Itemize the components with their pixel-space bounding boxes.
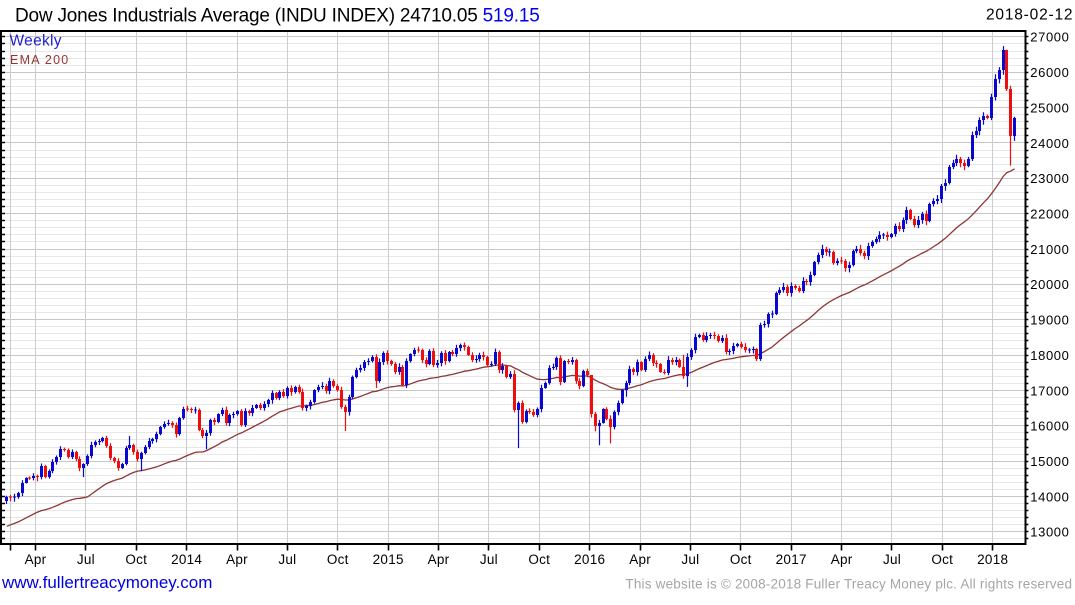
svg-text:2014: 2014 xyxy=(171,552,202,567)
svg-text:Jul: Jul xyxy=(278,552,296,567)
svg-text:Oct: Oct xyxy=(528,552,550,567)
svg-text:2018-02-12: 2018-02-12 xyxy=(986,7,1073,24)
svg-text:22000: 22000 xyxy=(1030,207,1069,222)
svg-text:Oct: Oct xyxy=(327,552,349,567)
svg-text:2018: 2018 xyxy=(977,552,1008,567)
svg-text:www.fullertreacymoney.com: www.fullertreacymoney.com xyxy=(1,573,212,592)
svg-text:19000: 19000 xyxy=(1030,313,1069,328)
svg-text:2015: 2015 xyxy=(373,552,404,567)
svg-text:18000: 18000 xyxy=(1030,348,1069,363)
svg-text:Dow Jones Industrials Average: Dow Jones Industrials Average (INDU INDE… xyxy=(15,6,540,27)
svg-text:This website is © 2008-2018 Fu: This website is © 2008-2018 Fuller Treac… xyxy=(625,577,1072,592)
svg-text:25000: 25000 xyxy=(1030,100,1069,115)
svg-text:16000: 16000 xyxy=(1030,419,1069,434)
svg-text:Jul: Jul xyxy=(480,552,498,567)
svg-text:15000: 15000 xyxy=(1030,454,1069,469)
svg-text:24000: 24000 xyxy=(1030,136,1069,151)
svg-text:Jul: Jul xyxy=(77,552,95,567)
svg-text:Apr: Apr xyxy=(629,552,651,567)
svg-text:Apr: Apr xyxy=(428,552,450,567)
svg-text:27000: 27000 xyxy=(1030,30,1069,45)
svg-text:20000: 20000 xyxy=(1030,277,1069,292)
svg-text:EMA 200: EMA 200 xyxy=(10,53,69,67)
svg-text:Apr: Apr xyxy=(226,552,248,567)
svg-text:Weekly: Weekly xyxy=(10,33,62,50)
svg-text:Oct: Oct xyxy=(125,552,147,567)
svg-text:Oct: Oct xyxy=(730,552,752,567)
svg-text:Apr: Apr xyxy=(831,552,853,567)
svg-text:26000: 26000 xyxy=(1030,65,1069,80)
svg-text:Jul: Jul xyxy=(883,552,901,567)
svg-text:13000: 13000 xyxy=(1030,525,1069,540)
svg-text:2016: 2016 xyxy=(574,552,605,567)
svg-text:14000: 14000 xyxy=(1030,489,1069,504)
svg-text:23000: 23000 xyxy=(1030,171,1069,186)
svg-text:21000: 21000 xyxy=(1030,242,1069,257)
svg-text:Oct: Oct xyxy=(931,552,953,567)
svg-text:17000: 17000 xyxy=(1030,383,1069,398)
svg-text:Jul: Jul xyxy=(681,552,699,567)
svg-text:2017: 2017 xyxy=(776,552,807,567)
svg-text:Apr: Apr xyxy=(25,552,47,567)
